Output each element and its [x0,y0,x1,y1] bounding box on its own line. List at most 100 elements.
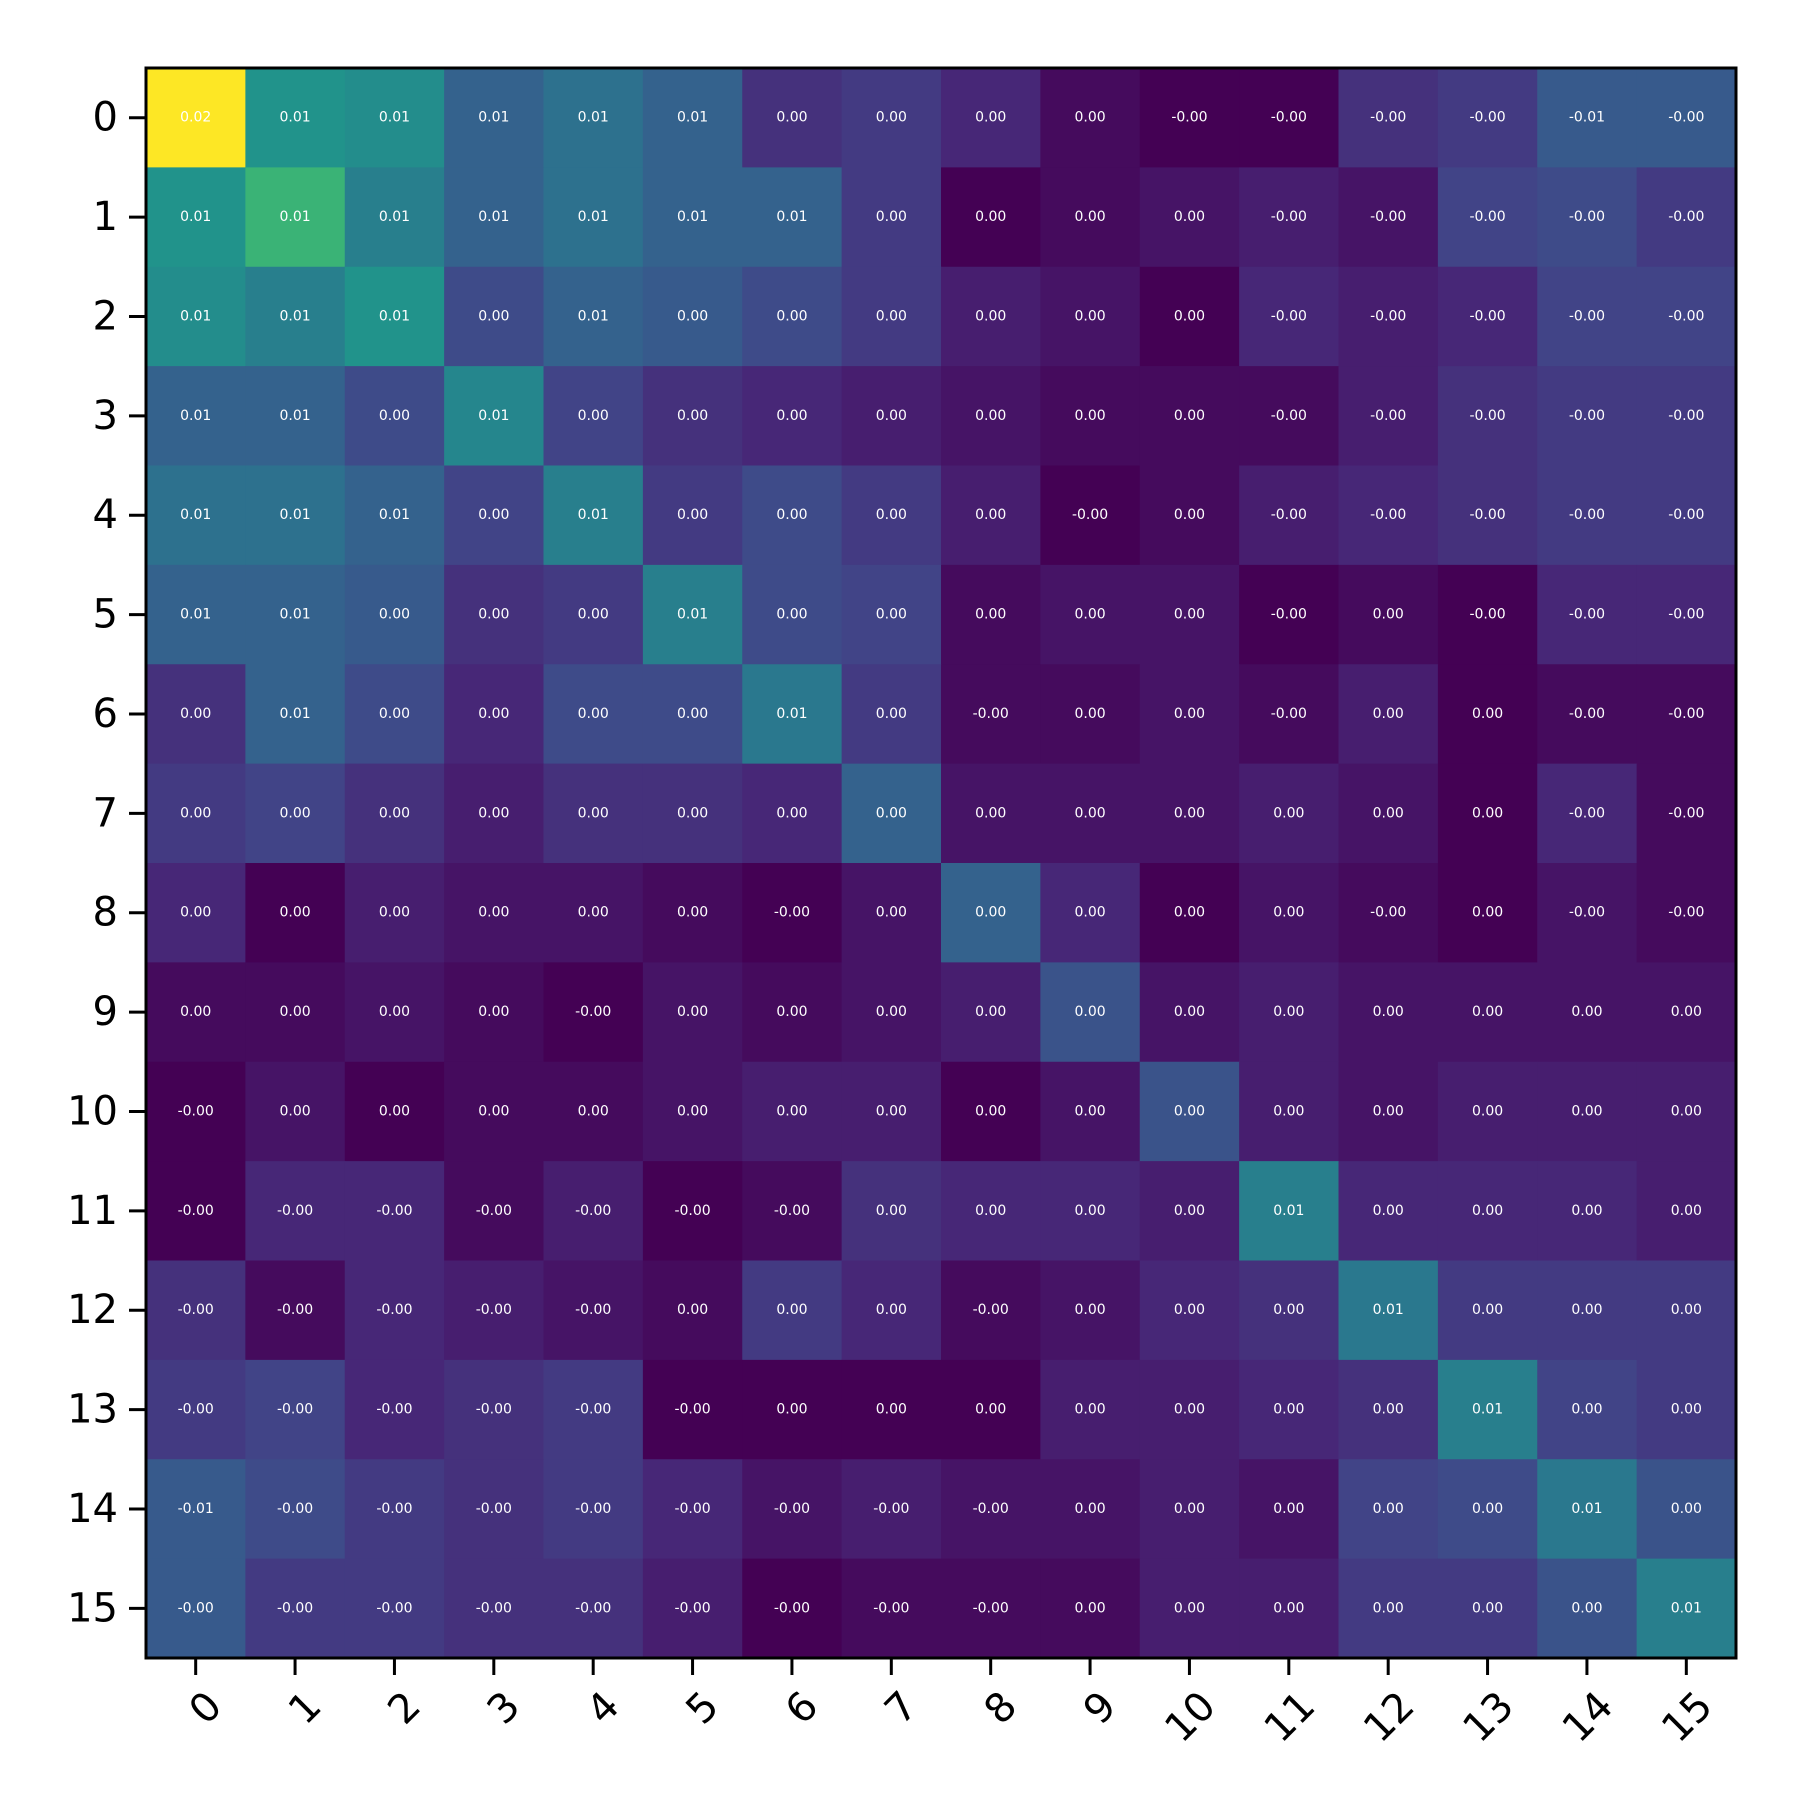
cell-value-label-11-0: -0.00 [178,1203,214,1219]
heatmap-cell-8-11 [1239,863,1339,963]
heatmap-cell-2-7 [841,266,942,367]
heatmap-cell-6-1 [245,664,346,765]
cell-value-label-15-9: 0.00 [1074,1600,1105,1616]
cell-value-label-10-1: 0.00 [279,1103,310,1119]
cell-value-label-5-2: 0.00 [379,607,410,623]
cell-value-label-1-12: -0.00 [1370,209,1406,225]
heatmap-cell-7-10 [1139,763,1240,864]
heatmap-cell-14-4 [543,1459,644,1560]
cell-value-label-10-4: 0.00 [578,1103,609,1119]
cell-value-label-2-12: -0.00 [1370,308,1406,324]
heatmap-cell-0-11 [1239,68,1339,168]
cell-value-label-14-9: 0.00 [1074,1501,1105,1517]
cell-value-label-13-7: 0.00 [876,1402,907,1418]
cell-value-label-15-5: -0.00 [674,1600,710,1616]
cell-value-label-10-2: 0.00 [379,1103,410,1119]
cell-value-label-11-15: 0.00 [1671,1203,1702,1219]
cell-value-label-13-13: 0.01 [1472,1402,1503,1418]
cell-value-label-0-3: 0.01 [478,110,509,126]
heatmap-cell-2-0 [146,266,246,367]
cell-value-label-6-12: 0.00 [1373,706,1404,722]
heatmap-cell-2-5 [642,266,743,367]
cell-value-label-12-4: -0.00 [575,1302,611,1318]
heatmap-cell-6-12 [1338,664,1439,765]
heatmap-cell-10-4 [543,1061,644,1162]
heatmap-cell-15-14 [1537,1558,1638,1659]
heatmap-cell-1-6 [742,167,843,268]
cell-value-label-8-7: 0.00 [876,905,907,921]
heatmap-cell-15-2 [344,1558,445,1659]
cell-value-label-9-0: 0.00 [180,1004,211,1020]
cell-value-label-15-13: 0.00 [1472,1600,1503,1616]
heatmap-cell-5-8 [941,564,1041,665]
heatmap-cell-5-1 [245,564,346,665]
heatmap-cell-2-13 [1437,266,1538,367]
heatmap-cell-15-10 [1139,1558,1240,1659]
heatmap-cell-4-1 [245,465,346,566]
heatmap-cell-1-3 [444,167,544,268]
y-tick-label-15: 15 [67,1585,118,1631]
y-tick-label-3: 3 [93,393,118,439]
cell-value-label-2-5: 0.00 [677,308,708,324]
heatmap-cell-4-4 [543,465,644,566]
cell-value-label-10-10: 0.00 [1174,1103,1205,1119]
cell-value-label-9-3: 0.00 [478,1004,509,1020]
heatmap-cell-12-4 [543,1260,644,1361]
heatmap-cell-7-11 [1239,763,1339,864]
heatmap-cell-15-15 [1636,1558,1737,1659]
heatmap-cell-12-6 [742,1260,843,1361]
cell-value-label-11-4: -0.00 [575,1203,611,1219]
heatmap-cell-11-0 [146,1161,246,1261]
cell-value-label-13-6: 0.00 [776,1402,807,1418]
heatmap-cell-1-11 [1239,167,1339,268]
cell-value-label-0-12: -0.00 [1370,110,1406,126]
cell-value-label-8-0: 0.00 [180,905,211,921]
heatmap-cell-15-1 [245,1558,346,1659]
heatmap-cell-1-9 [1040,167,1141,268]
cell-value-label-9-4: -0.00 [575,1004,611,1020]
heatmap-cell-5-9 [1040,564,1141,665]
heatmap-cell-12-11 [1239,1260,1339,1361]
cell-value-label-3-7: 0.00 [876,408,907,424]
heatmap-cell-3-0 [146,366,246,466]
heatmap-cell-8-6 [742,863,843,963]
heatmap-cell-11-14 [1537,1161,1638,1261]
cell-value-label-15-4: -0.00 [575,1600,611,1616]
heatmap-cell-5-12 [1338,564,1439,665]
heatmap-cell-11-9 [1040,1161,1141,1261]
cell-value-label-13-14: 0.00 [1571,1402,1602,1418]
cell-value-label-6-2: 0.00 [379,706,410,722]
heatmap-cell-6-0 [146,664,246,765]
cell-value-label-6-6: 0.01 [776,706,807,722]
heatmap-cell-13-15 [1636,1359,1737,1460]
heatmap-cell-1-7 [841,167,942,268]
cell-value-label-6-3: 0.00 [478,706,509,722]
cell-value-label-0-7: 0.00 [876,110,907,126]
cell-value-label-12-6: 0.00 [776,1302,807,1318]
cell-value-label-2-8: 0.00 [975,308,1006,324]
heatmap-cell-5-13 [1437,564,1538,665]
cell-value-label-12-11: 0.00 [1273,1302,1304,1318]
heatmap-cell-0-6 [742,68,843,168]
cell-value-label-9-8: 0.00 [975,1004,1006,1020]
heatmap-cell-12-0 [146,1260,246,1361]
heatmap-cell-labels: 0.02 0.01 0.01 0.01 0.01 0.01 0.00 0.00 0.00 0.00… [178,110,1705,1617]
cell-value-label-3-11: -0.00 [1271,408,1307,424]
heatmap-cell-11-15 [1636,1161,1737,1261]
cell-value-label-10-12: 0.00 [1373,1103,1404,1119]
cell-value-label-15-15: 0.01 [1671,1600,1702,1616]
cell-value-label-3-15: -0.00 [1668,408,1704,424]
heatmap-cell-5-15 [1636,564,1737,665]
heatmap-cell-7-15 [1636,763,1737,864]
heatmap-cell-7-8 [941,763,1041,864]
heatmap-cell-0-12 [1338,68,1439,168]
heatmap-cell-4-11 [1239,465,1339,566]
heatmap-cell-5-0 [146,564,246,665]
heatmap-cell-6-6 [742,664,843,765]
heatmap-cell-1-10 [1139,167,1240,268]
cell-value-label-11-11: 0.01 [1273,1203,1304,1219]
cell-value-label-3-13: -0.00 [1469,408,1505,424]
cell-value-label-13-1: -0.00 [277,1402,313,1418]
